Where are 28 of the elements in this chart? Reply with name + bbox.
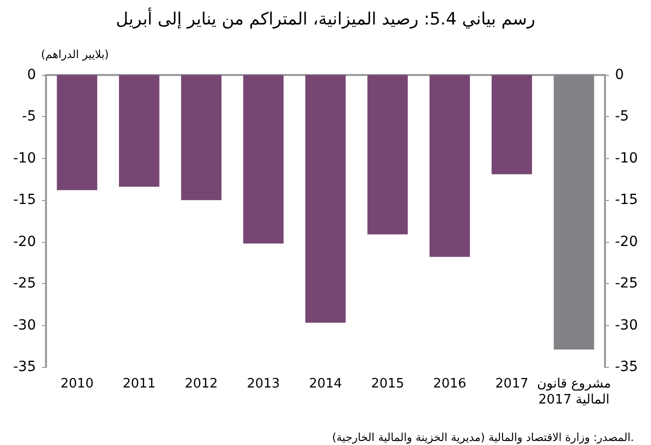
y-tick-label: -30: [13, 317, 36, 334]
x-tick-label: 2014: [308, 376, 342, 392]
y2-tick-label: -30: [615, 317, 638, 334]
y-axis-title: (بلايير الدراهم): [41, 48, 109, 61]
y-tick-label: -10: [13, 150, 36, 166]
y-tick-label: -20: [13, 234, 36, 250]
x-tick-label: 2015: [371, 376, 404, 392]
y2-tick-label: 0: [615, 67, 624, 83]
y2-tick-label: -5: [615, 108, 629, 125]
y2-tick-label: -20: [615, 234, 638, 250]
y-tick-label: -15: [13, 192, 36, 208]
x-tick-label: مشروع قانون المالية 2017: [536, 376, 611, 408]
y-tick-label: -35: [13, 359, 36, 375]
x-tick-label: 2011: [122, 376, 156, 392]
y2-tick-label: -15: [615, 192, 638, 208]
y-tick-label: -5: [22, 108, 36, 125]
x-tick-label: 2013: [246, 376, 280, 392]
y2-tick-label: -35: [615, 359, 638, 375]
text: المصدر: وزارة الاقتصاد والمالية (مديرية الخزينة والمالية الخارجية).: [332, 431, 634, 444]
x-tick-label: 2017: [495, 376, 528, 392]
y2-tick-label: -25: [615, 276, 638, 292]
y-tick-label: 0: [27, 67, 36, 83]
y2-tick-label: -10: [615, 150, 638, 166]
x-tick-label: 2012: [184, 376, 218, 392]
x-tick-label: 2010: [60, 376, 94, 392]
x-tick-label: 2016: [433, 376, 466, 392]
y-tick-label: -25: [13, 276, 36, 292]
chart-title: رسم بياني 5.4: رصيد الميزانية، المتراكم من يناير إلى أبريل: [116, 8, 536, 30]
